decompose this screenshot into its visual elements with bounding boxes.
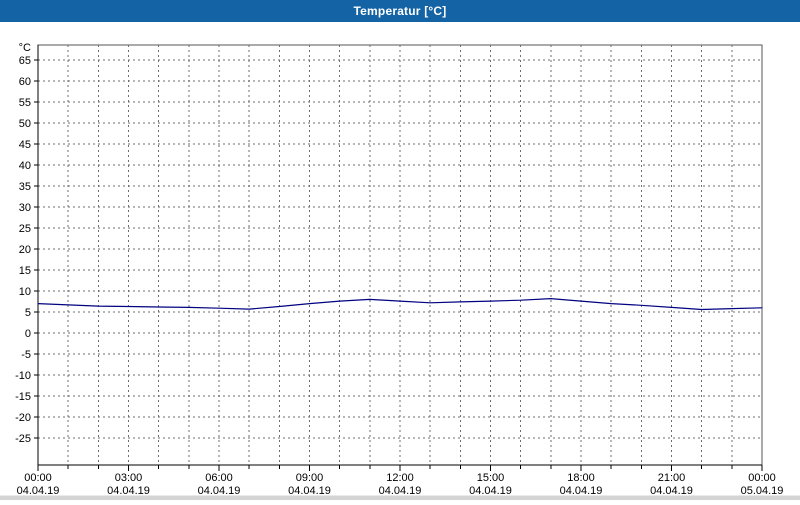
y-tick-label: -25 bbox=[15, 433, 31, 445]
y-tick-label: -15 bbox=[15, 391, 31, 403]
x-tick-date-label: 04.04.19 bbox=[17, 485, 60, 497]
y-tick-label: -20 bbox=[15, 412, 31, 424]
x-tick-time-label: 15:00 bbox=[477, 472, 505, 484]
x-tick-time-label: 03:00 bbox=[115, 472, 143, 484]
y-axis-unit-label: °C bbox=[19, 42, 31, 54]
y-tick-label: 10 bbox=[19, 286, 31, 298]
x-tick-time-label: 09:00 bbox=[296, 472, 324, 484]
x-tick-date-label: 04.04.19 bbox=[650, 485, 693, 497]
y-tick-label: 0 bbox=[25, 328, 31, 340]
x-tick-date-label: 04.04.19 bbox=[469, 485, 512, 497]
x-tick-time-label: 12:00 bbox=[386, 472, 414, 484]
x-tick-time-label: 18:00 bbox=[567, 472, 595, 484]
x-tick-date-label: 04.04.19 bbox=[288, 485, 331, 497]
footer-strip bbox=[0, 495, 800, 500]
y-tick-label: 5 bbox=[25, 307, 31, 319]
y-tick-label: 15 bbox=[19, 265, 31, 277]
y-tick-label: 45 bbox=[19, 139, 31, 151]
y-tick-label: 60 bbox=[19, 76, 31, 88]
x-tick-time-label: 06:00 bbox=[205, 472, 233, 484]
x-tick-time-label: 00:00 bbox=[748, 472, 776, 484]
x-tick-date-label: 04.04.19 bbox=[379, 485, 422, 497]
window-title-bar: Temperatur [°C] bbox=[0, 0, 800, 22]
y-tick-label: 50 bbox=[19, 118, 31, 130]
x-tick-date-label: 04.04.19 bbox=[560, 485, 603, 497]
y-tick-label: -5 bbox=[21, 349, 31, 361]
y-tick-label: 25 bbox=[19, 223, 31, 235]
y-tick-label: 40 bbox=[19, 160, 31, 172]
y-tick-label: -10 bbox=[15, 370, 31, 382]
x-tick-date-label: 04.04.19 bbox=[198, 485, 241, 497]
window-title: Temperatur [°C] bbox=[353, 4, 447, 18]
temperature-chart: 65605550454035302520151050-5-10-15-20-25… bbox=[0, 22, 800, 500]
temperature-line bbox=[37, 298, 763, 311]
y-tick-label: 20 bbox=[19, 244, 31, 256]
x-tick-date-label: 05.04.19 bbox=[741, 485, 784, 497]
x-tick-date-label: 04.04.19 bbox=[107, 485, 150, 497]
y-tick-label: 65 bbox=[19, 55, 31, 67]
y-tick-label: 35 bbox=[19, 181, 31, 193]
x-tick-time-label: 00:00 bbox=[24, 472, 52, 484]
x-tick-time-label: 21:00 bbox=[658, 472, 686, 484]
y-tick-label: 30 bbox=[19, 202, 31, 214]
y-tick-label: 55 bbox=[19, 97, 31, 109]
